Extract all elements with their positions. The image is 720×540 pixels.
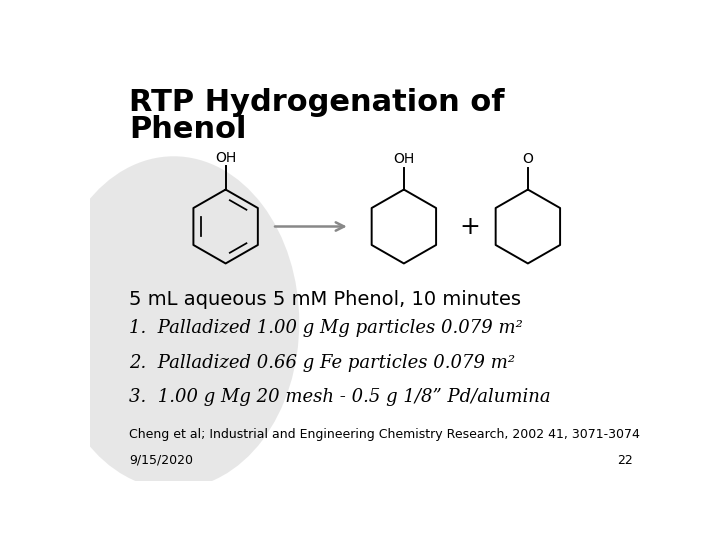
Text: Cheng et al; Industrial and Engineering Chemistry Research, 2002 41, 3071-3074: Cheng et al; Industrial and Engineering … (129, 428, 639, 441)
Text: OH: OH (393, 152, 415, 166)
Text: Phenol: Phenol (129, 115, 246, 144)
Text: RTP Hydrogenation of: RTP Hydrogenation of (129, 88, 504, 117)
Text: OH: OH (215, 151, 236, 165)
Text: +: + (459, 214, 480, 239)
Text: 2.  Palladized 0.66 g Fe particles 0.079 m²: 2. Palladized 0.66 g Fe particles 0.079 … (129, 354, 515, 372)
Text: 22: 22 (617, 454, 632, 467)
Text: 1.  Palladized 1.00 g Mg particles 0.079 m²: 1. Palladized 1.00 g Mg particles 0.079 … (129, 319, 523, 337)
Text: 3.  1.00 g Mg 20 mesh - 0.5 g 1/8” Pd/alumina: 3. 1.00 g Mg 20 mesh - 0.5 g 1/8” Pd/alu… (129, 388, 550, 406)
Text: O: O (523, 152, 534, 166)
Text: 5 mL aqueous 5 mM Phenol, 10 minutes: 5 mL aqueous 5 mM Phenol, 10 minutes (129, 289, 521, 309)
Ellipse shape (48, 156, 300, 489)
Text: 9/15/2020: 9/15/2020 (129, 454, 193, 467)
